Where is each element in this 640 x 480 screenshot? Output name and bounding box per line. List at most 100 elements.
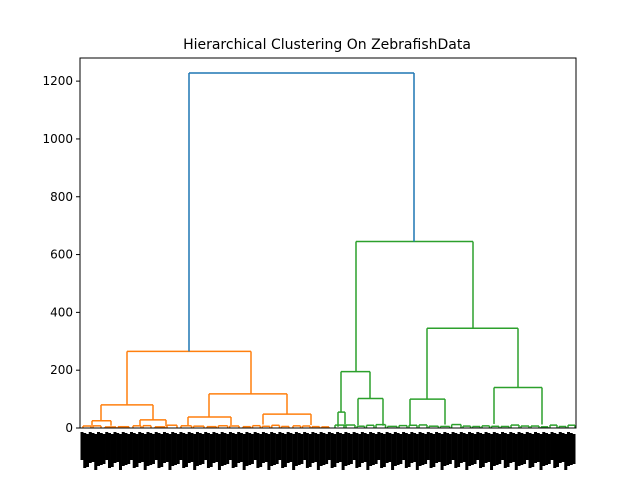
x-leaf-label xyxy=(421,433,425,465)
x-leaf-label xyxy=(237,432,241,463)
x-leaf-label xyxy=(534,432,538,463)
y-tick-label: 600 xyxy=(50,248,73,262)
x-leaf-label xyxy=(226,434,230,464)
x-leaf-label xyxy=(481,434,485,467)
x-leaf-label xyxy=(160,434,164,467)
green-a2b-sub-leaf-link xyxy=(375,423,387,428)
x-leaf-label xyxy=(322,433,326,465)
x-leaf-label xyxy=(270,432,274,466)
x-leaf-label xyxy=(264,433,268,462)
x-leaf-label xyxy=(319,432,323,466)
x-leaf-label xyxy=(512,433,516,462)
orange-b2 xyxy=(262,413,312,426)
x-leaf-label xyxy=(132,433,136,468)
x-leaf-label xyxy=(85,434,89,467)
x-leaf-label xyxy=(201,434,205,464)
x-leaf-label xyxy=(399,434,403,464)
x-leaf-label xyxy=(572,434,576,464)
x-leaf-label xyxy=(157,433,161,468)
x-leaf-label xyxy=(278,432,282,460)
x-leaf-label xyxy=(407,434,411,467)
x-leaf-label xyxy=(374,434,378,464)
x-leaf-label xyxy=(437,433,441,462)
y-tick-label: 1200 xyxy=(42,74,73,88)
x-leaf-label xyxy=(195,432,199,466)
x-leaf-label xyxy=(413,433,417,462)
x-leaf-label xyxy=(220,432,224,466)
x-leaf-label xyxy=(113,432,117,463)
x-leaf-label xyxy=(426,432,430,460)
x-leaf-label xyxy=(517,432,521,466)
x-leaf-label xyxy=(424,434,428,464)
x-leaf-label xyxy=(107,433,111,468)
x-leaf-label xyxy=(135,434,139,467)
y-tick-label: 400 xyxy=(50,305,73,319)
x-leaf-label xyxy=(393,432,397,466)
x-leaf-label xyxy=(352,432,356,460)
green-a2 xyxy=(357,397,384,426)
x-leaf-label xyxy=(556,434,560,467)
x-leaf-label xyxy=(490,434,494,470)
x-leaf-label xyxy=(121,432,125,466)
x-leaf-label xyxy=(204,432,208,460)
root-merge xyxy=(188,72,415,352)
x-leaf-label xyxy=(198,433,202,465)
x-leaf-label xyxy=(253,432,257,460)
green-b1-sub-leaf-link xyxy=(418,424,428,428)
x-leaf-label xyxy=(267,434,271,470)
x-leaf-label xyxy=(154,432,158,460)
x-leaf-label xyxy=(371,433,375,465)
x-leaf-label xyxy=(451,432,455,460)
x-leaf-label xyxy=(542,432,546,466)
orange-b1 xyxy=(187,416,232,426)
x-leaf-label xyxy=(300,434,304,464)
x-leaf-label xyxy=(314,433,318,462)
x-leaf-label xyxy=(402,432,406,460)
orange-a-merge xyxy=(100,404,154,421)
x-leaf-label xyxy=(432,434,436,467)
x-leaf-label xyxy=(492,432,496,466)
x-leaf-label xyxy=(443,432,447,466)
x-leaf-label xyxy=(311,432,315,463)
x-leaf-label xyxy=(553,433,557,468)
x-leaf-label xyxy=(561,433,565,462)
green-b1 xyxy=(409,398,446,426)
x-leaf-label xyxy=(476,432,480,460)
x-leaf-label xyxy=(242,434,246,470)
x-leaf-label xyxy=(171,432,175,466)
x-leaf-label xyxy=(528,433,532,468)
x-leaf-label xyxy=(143,434,147,470)
plot-frame xyxy=(79,57,577,429)
x-leaf-label xyxy=(333,434,337,467)
x-leaf-label xyxy=(385,432,389,463)
x-leaf-label xyxy=(479,433,483,468)
x-leaf-label xyxy=(212,432,216,463)
x-leaf-label xyxy=(435,432,439,463)
x-leaf-label xyxy=(567,432,571,466)
x-leaf-label xyxy=(190,433,194,462)
x-leaf-label xyxy=(404,433,408,468)
x-leaf-label xyxy=(520,433,524,465)
x-leaf-label xyxy=(297,433,301,465)
green-b2 xyxy=(493,386,543,425)
x-leaf-label xyxy=(179,432,183,460)
x-leaf-label xyxy=(91,433,95,462)
x-leaf-label xyxy=(465,434,469,470)
y-tick-label: 200 xyxy=(50,363,73,377)
x-leaf-label xyxy=(495,433,499,465)
x-leaf-label xyxy=(88,432,92,463)
x-leaf-label xyxy=(382,434,386,467)
x-leaf-label xyxy=(116,433,120,462)
x-leaf-label xyxy=(248,433,252,465)
x-leaf-label xyxy=(259,434,263,467)
x-leaf-label xyxy=(245,432,249,466)
x-leaf-label xyxy=(182,433,186,468)
x-leaf-label xyxy=(336,432,340,463)
x-leaf-label xyxy=(272,433,276,465)
x-leaf-label xyxy=(305,433,309,468)
x-leaf-label xyxy=(462,433,466,462)
x-leaf-label xyxy=(531,434,535,467)
x-leaf-label xyxy=(256,433,260,468)
x-leaf-label xyxy=(124,433,128,465)
x-leaf-label xyxy=(217,434,221,470)
